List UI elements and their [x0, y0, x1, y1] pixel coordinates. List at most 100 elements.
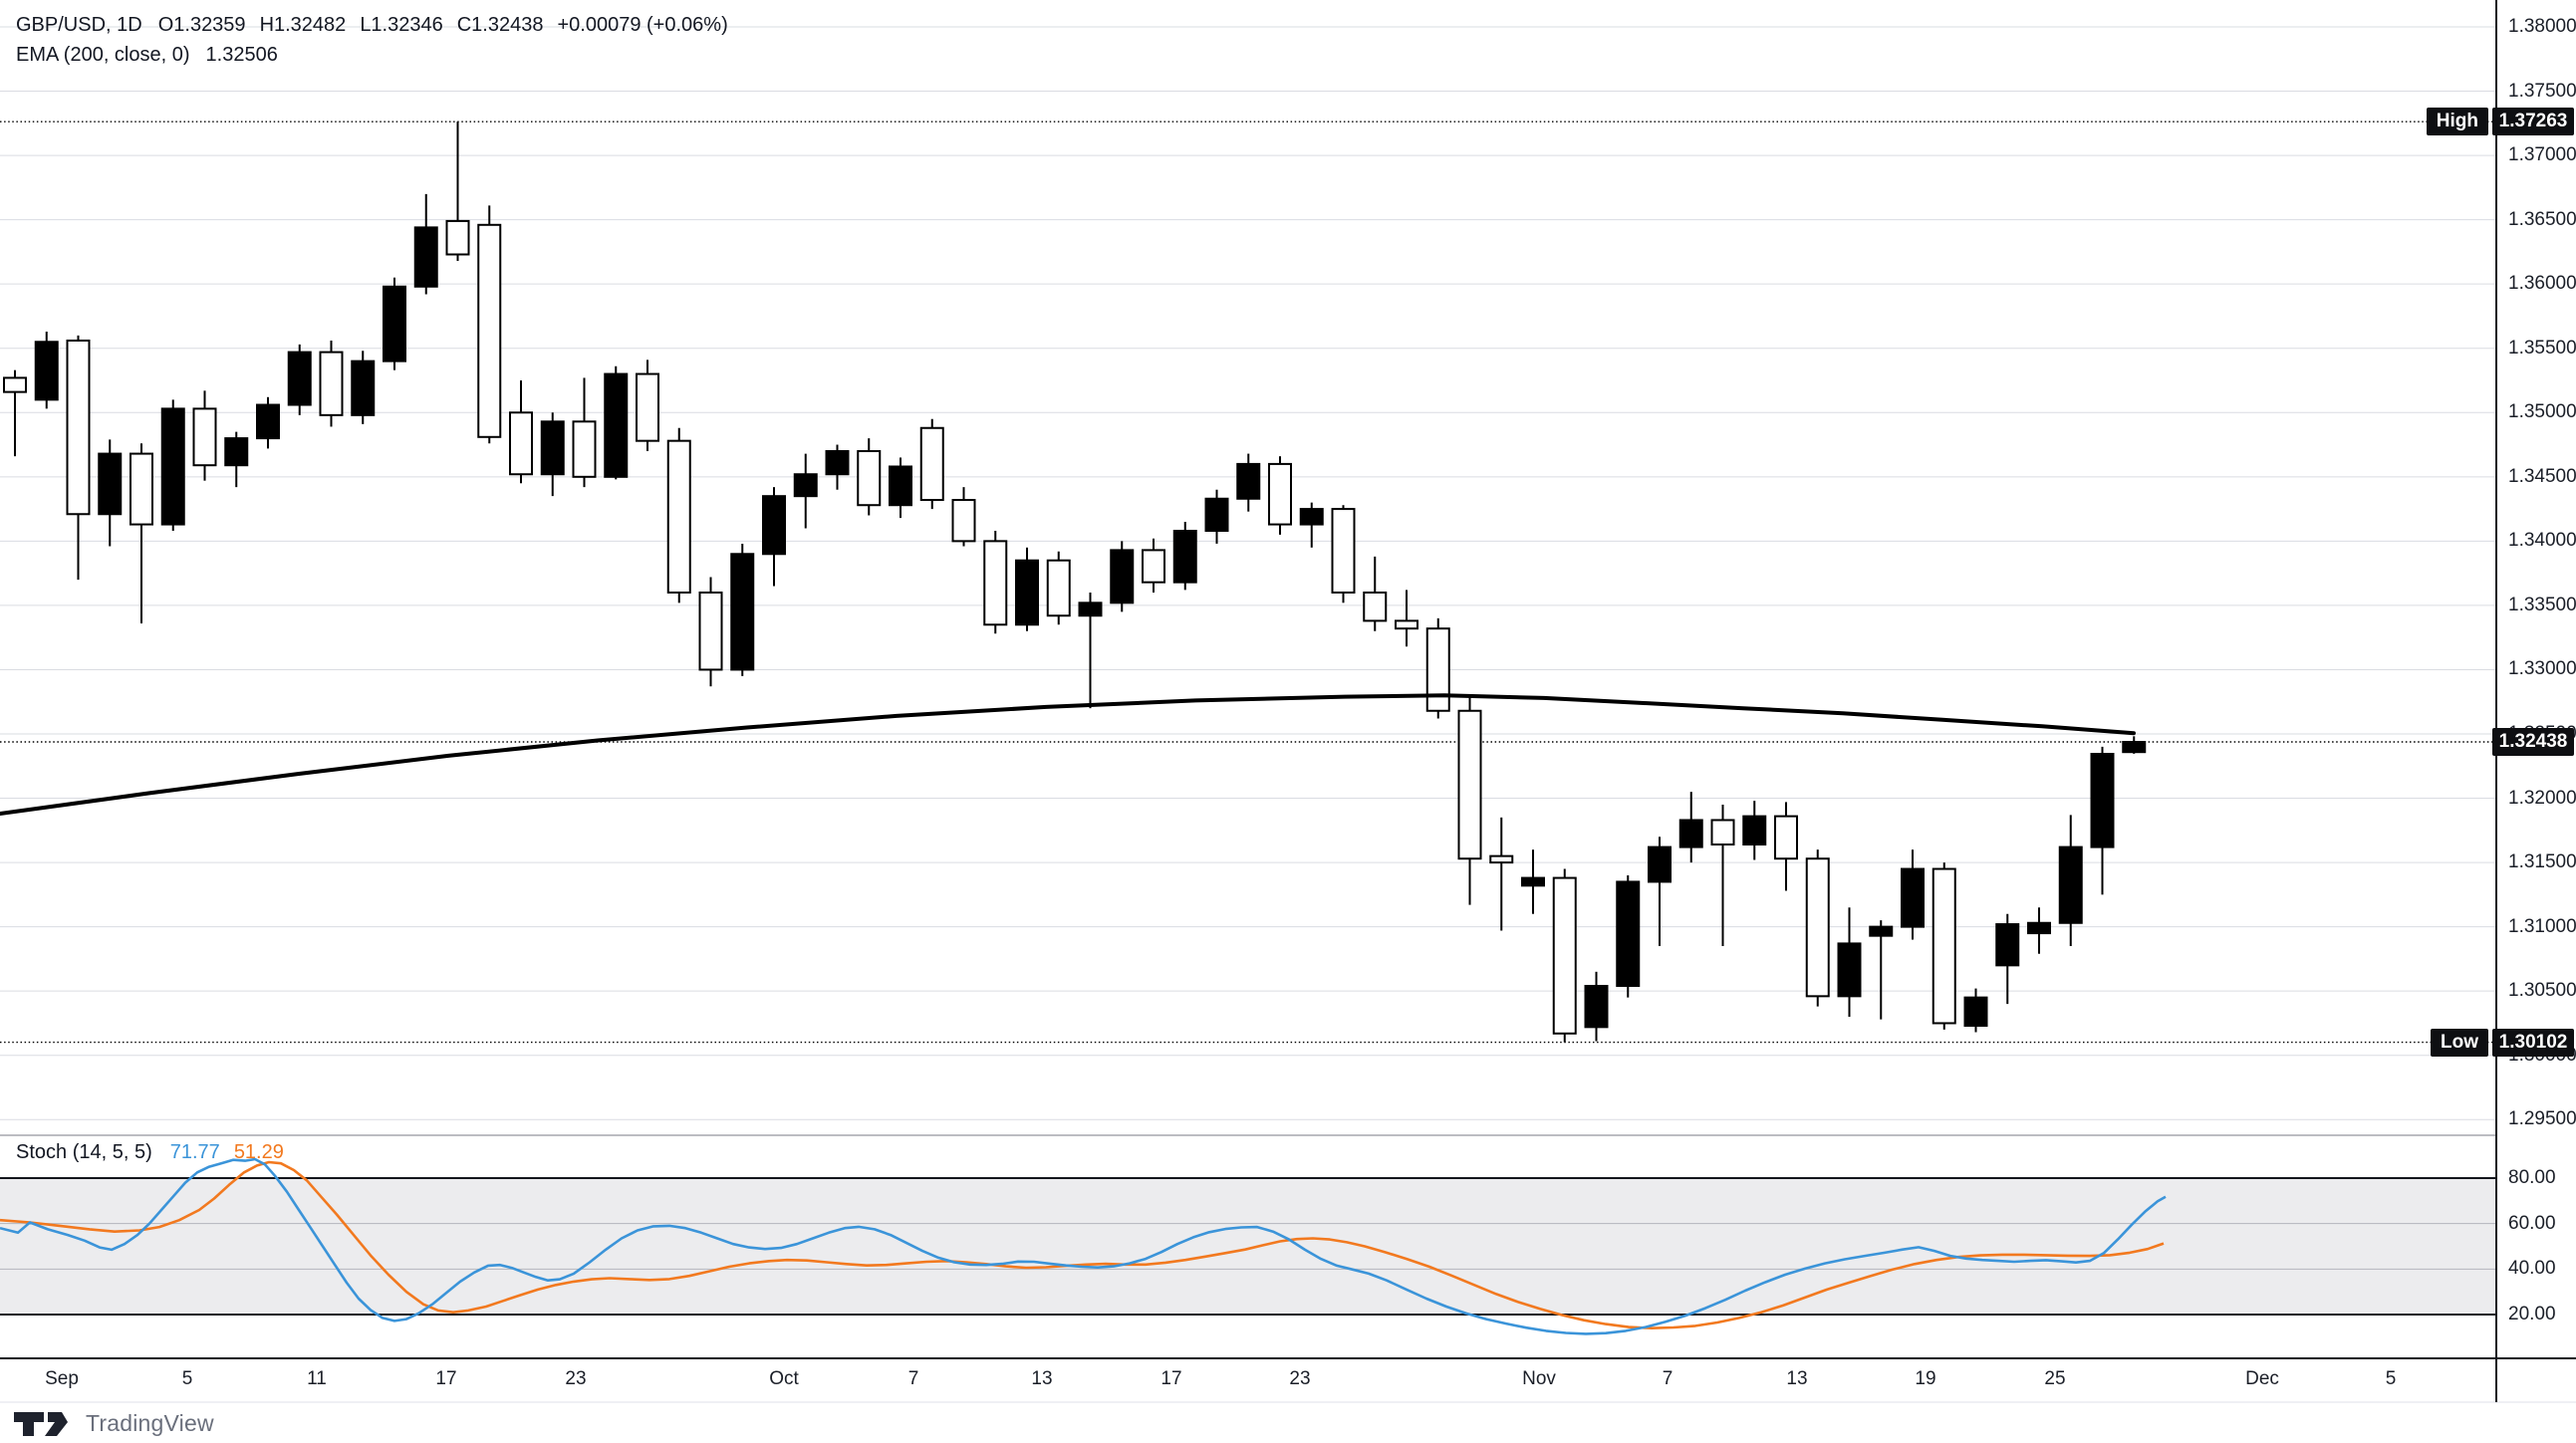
candle-body [540, 420, 565, 476]
candle-body [413, 226, 438, 288]
legend-row-ema: EMA (200, close, 0) 1.32506 [16, 40, 742, 70]
candle-body [445, 219, 470, 256]
low-value: L1.32346 [360, 14, 443, 36]
stoch-band [0, 1178, 2496, 1315]
candle-body [1142, 549, 1165, 584]
tradingview-logo[interactable]: TradingView [12, 1408, 214, 1438]
price-tick-label: 1.30500 [2508, 980, 2576, 1002]
high-price-badge: 1.37263 [2492, 108, 2574, 136]
candle-body [1110, 549, 1135, 604]
candle-body [224, 437, 249, 467]
time-tick-day-label: 5 [2385, 1368, 2397, 1389]
candle-body [1078, 601, 1103, 617]
time-tick-day-label: 7 [907, 1368, 919, 1389]
time-tick-day-label: 5 [181, 1368, 193, 1389]
legend-row-symbol: GBP/USD, 1D O1.32359 H1.32482 L1.32346 C1.32… [16, 10, 742, 40]
last-price-badge: 1.32438 [2492, 728, 2574, 756]
candle-body [604, 372, 629, 478]
candle-body [1521, 876, 1545, 887]
high-value: H1.32482 [259, 14, 347, 36]
candle-body [1710, 819, 1735, 846]
candle-body [34, 341, 59, 401]
price-tick-label: 1.32000 [2508, 787, 2576, 809]
low-tag-badge: Low [2431, 1028, 2488, 1057]
candle-body [919, 426, 944, 502]
candle-body [1046, 559, 1071, 617]
candle-body [983, 540, 1008, 626]
stoch-tick-label: 20.00 [2508, 1303, 2556, 1324]
time-tick-month-label: Nov [1522, 1368, 1556, 1389]
candle-body [1774, 815, 1798, 860]
stoch-tick-label: 40.00 [2508, 1258, 2556, 1280]
ema-line [0, 693, 2136, 816]
candle-body [1268, 462, 1292, 526]
candle-body [1901, 867, 1925, 928]
stoch-tick-label: 80.00 [2508, 1167, 2556, 1188]
time-tick-day-label: 23 [1289, 1368, 1311, 1389]
candle-body [287, 351, 312, 406]
stoch-k-value: 71.77 [169, 1141, 220, 1163]
candle-body [1837, 942, 1862, 998]
time-tick-month-label: Oct [769, 1368, 799, 1389]
candle-body [256, 403, 280, 440]
candle-body [1616, 880, 1641, 988]
candle-body [1963, 996, 1988, 1028]
candle-body [1331, 508, 1356, 594]
price-tick-label: 1.31500 [2508, 851, 2576, 873]
candle-body [1678, 819, 1703, 848]
stoch-tick-label: 60.00 [2508, 1212, 2556, 1234]
candle-body [1172, 530, 1197, 584]
time-tick-day-label: 25 [2044, 1368, 2066, 1389]
price-tick-label: 1.37500 [2508, 80, 2576, 102]
candle-body [66, 339, 91, 516]
time-tick-day-label: 17 [435, 1368, 457, 1389]
candle-body [351, 360, 376, 416]
price-tick-label: 1.31000 [2508, 915, 2576, 937]
stoch-k-line [0, 1157, 2167, 1335]
price-tick-label: 1.33500 [2508, 594, 2576, 615]
ema-indicator-label[interactable]: EMA (200, close, 0) [16, 44, 190, 66]
symbol-title[interactable]: GBP/USD, 1D [16, 14, 142, 36]
candle-body [1648, 845, 1672, 883]
candle-body [1869, 925, 1894, 937]
candle-body [2090, 753, 2115, 848]
candle-body [129, 452, 153, 526]
candle-body [98, 452, 123, 516]
candle-body [698, 591, 723, 671]
candle-body [825, 449, 850, 476]
candle-body [383, 285, 406, 362]
stoch-d-line [0, 1160, 2165, 1329]
candle-body [1742, 815, 1767, 846]
price-tick-label: 1.37000 [2508, 144, 2576, 166]
candle-body [1552, 876, 1577, 1035]
candle-body [857, 449, 882, 507]
candle-body [1805, 857, 1830, 998]
candle-body [2027, 921, 2051, 935]
close-value: C1.32438 [456, 14, 544, 36]
candle-body [1015, 559, 1039, 626]
candle-body [636, 372, 659, 442]
stoch-d-value: 51.29 [233, 1141, 284, 1163]
time-tick-month-label: Dec [2245, 1368, 2279, 1389]
candle-body [509, 411, 533, 476]
time-tick-month-label: Sep [45, 1368, 79, 1389]
candle-body [889, 465, 912, 507]
price-tick-label: 1.29500 [2508, 1108, 2576, 1130]
price-tick-label: 1.34000 [2508, 530, 2576, 552]
price-tick-label: 1.33000 [2508, 658, 2576, 680]
stoch-legend: Stoch (14, 5, 5) 71.77 51.29 [16, 1141, 298, 1164]
candle-body [666, 439, 691, 594]
candle-body [192, 407, 217, 467]
price-tick-label: 1.35500 [2508, 337, 2576, 359]
change-value: +0.00079 (+0.06%) [557, 14, 728, 36]
time-tick-day-label: 13 [1031, 1368, 1053, 1389]
candle-body [1932, 867, 1956, 1025]
stoch-indicator-label[interactable]: Stoch (14, 5, 5) [16, 1141, 152, 1163]
candle-body [477, 223, 502, 438]
price-tick-label: 1.34500 [2508, 465, 2576, 487]
time-tick-day-label: 19 [1915, 1368, 1936, 1389]
time-tick-day-label: 17 [1160, 1368, 1182, 1389]
candle-body [1489, 854, 1514, 864]
